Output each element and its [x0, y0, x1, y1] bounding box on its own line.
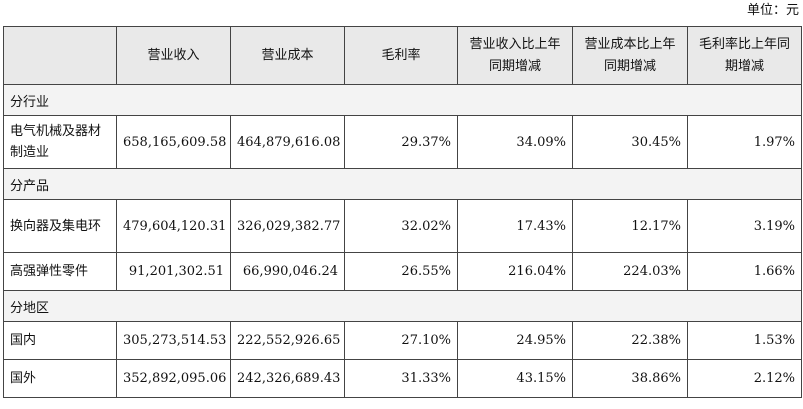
unit-label: 单位：元 — [746, 3, 799, 18]
row-name: 国内 — [3, 321, 117, 360]
cell-cost: 222,552,926.65 — [230, 321, 345, 360]
section-title: 分行业 — [3, 84, 802, 116]
cell-gross-margin: 29.37% — [344, 115, 458, 169]
cell-cost: 242,326,689.43 — [230, 359, 345, 398]
cell-margin-yoy: 1.97% — [687, 115, 802, 169]
cell-margin-yoy: 3.19% — [687, 199, 802, 253]
cell-cost-yoy: 38.86% — [572, 359, 688, 398]
header-row: 营业收入 营业成本 毛利率 营业收入比上年同期增减 营业成本比上年同期增减 毛利… — [3, 26, 802, 85]
section-title: 分产品 — [3, 168, 802, 200]
section-row-industry: 分行业 — [3, 84, 802, 116]
cell-cost: 464,879,616.08 — [230, 115, 345, 169]
cell-margin-yoy: 1.66% — [687, 252, 802, 291]
cell-revenue: 658,165,609.58 — [116, 115, 231, 169]
table-row: 电气机械及器材制造业 658,165,609.58 464,879,616.08… — [3, 115, 802, 169]
cell-margin-yoy: 2.12% — [687, 359, 802, 398]
table-row: 高强弹性零件 91,201,302.51 66,990,046.24 26.55… — [3, 252, 802, 291]
cell-cost-yoy: 30.45% — [572, 115, 688, 169]
cell-cost-yoy: 224.03% — [572, 252, 688, 291]
cell-revenue: 91,201,302.51 — [116, 252, 231, 291]
section-title: 分地区 — [3, 290, 802, 322]
cell-revenue-yoy: 216.04% — [457, 252, 573, 291]
table-row: 国外 352,892,095.06 242,326,689.43 31.33% … — [3, 359, 802, 398]
cell-gross-margin: 32.02% — [344, 199, 458, 253]
cell-revenue-yoy: 43.15% — [457, 359, 573, 398]
header-cell-margin-yoy: 毛利率比上年同期增减 — [687, 26, 802, 85]
cell-margin-yoy: 1.53% — [687, 321, 802, 360]
row-name: 高强弹性零件 — [3, 252, 117, 291]
cell-revenue: 352,892,095.06 — [116, 359, 231, 398]
revenue-table: 营业收入 营业成本 毛利率 营业收入比上年同期增减 营业成本比上年同期增减 毛利… — [3, 26, 802, 398]
section-row-product: 分产品 — [3, 168, 802, 200]
cell-gross-margin: 31.33% — [344, 359, 458, 398]
cell-revenue: 479,604,120.31 — [116, 199, 231, 253]
table-row: 换向器及集电环 479,604,120.31 326,029,382.77 32… — [3, 199, 802, 253]
header-cell-gross-margin: 毛利率 — [344, 26, 458, 85]
header-cell-revenue-yoy: 营业收入比上年同期增减 — [457, 26, 573, 85]
cell-revenue: 305,273,514.53 — [116, 321, 231, 360]
cell-cost-yoy: 12.17% — [572, 199, 688, 253]
header-cell-cost: 营业成本 — [230, 26, 345, 85]
cell-gross-margin: 27.10% — [344, 321, 458, 360]
cell-gross-margin: 26.55% — [344, 252, 458, 291]
row-name: 换向器及集电环 — [3, 199, 117, 253]
cell-revenue-yoy: 17.43% — [457, 199, 573, 253]
section-row-region: 分地区 — [3, 290, 802, 322]
header-cell-corner — [3, 26, 117, 85]
cell-revenue-yoy: 34.09% — [457, 115, 573, 169]
header-cell-revenue: 营业收入 — [116, 26, 231, 85]
cell-revenue-yoy: 24.95% — [457, 321, 573, 360]
header-cell-cost-yoy: 营业成本比上年同期增减 — [572, 26, 688, 85]
cell-cost: 326,029,382.77 — [230, 199, 345, 253]
table-row: 国内 305,273,514.53 222,552,926.65 27.10% … — [3, 321, 802, 360]
row-name: 电气机械及器材制造业 — [3, 115, 117, 169]
row-name: 国外 — [3, 359, 117, 398]
cell-cost-yoy: 22.38% — [572, 321, 688, 360]
cell-cost: 66,990,046.24 — [230, 252, 345, 291]
